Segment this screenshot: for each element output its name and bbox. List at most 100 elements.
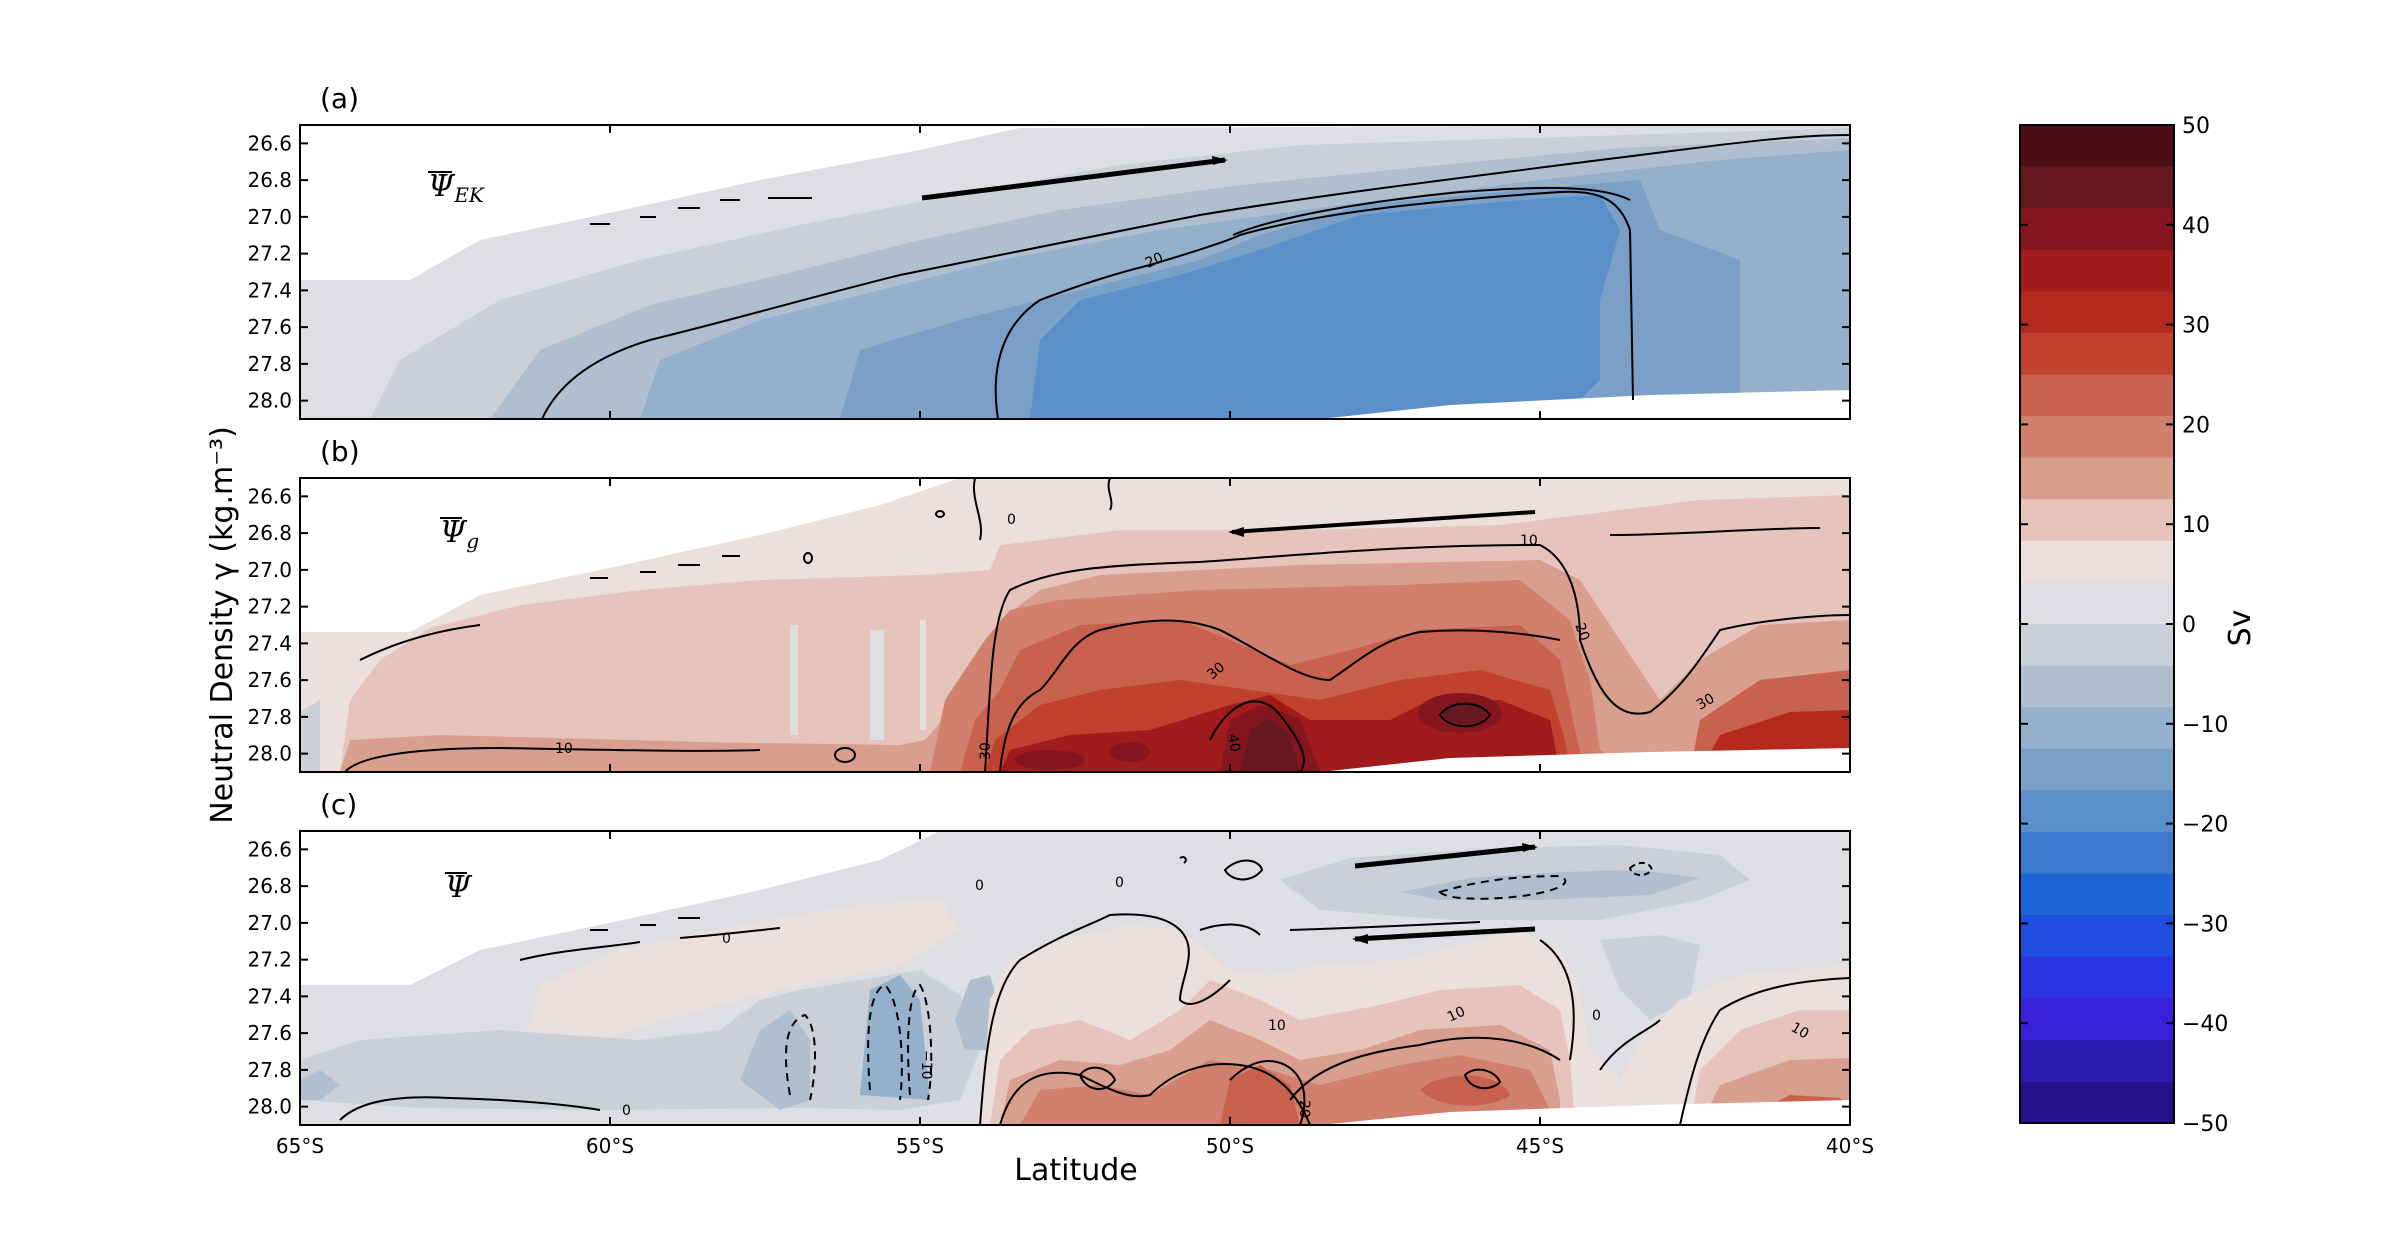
- y-tick-label: 26.6: [247, 484, 292, 508]
- y-tick-label: 28.0: [247, 389, 292, 413]
- y-tick-label: 27.2: [247, 948, 292, 972]
- panel-b-frame: [299, 477, 1851, 773]
- colorbar-band: [2020, 166, 2174, 209]
- panel-c-symbol: Ψ: [445, 870, 473, 905]
- panel-b-contour-label: 20: [1571, 621, 1592, 643]
- panel-a-frame: [299, 124, 1851, 420]
- panel-b-contour-label: 0: [1007, 512, 1016, 528]
- panel-b-contour-label: 10: [555, 741, 573, 757]
- panel-b-contour-label: 10: [1520, 533, 1538, 549]
- panel-c-contour-label: 0: [622, 1103, 631, 1119]
- panel-c-arrow: [1354, 926, 1536, 942]
- colorbar-tick-label: 20: [2182, 413, 2210, 438]
- panel-a-field: 20: [300, 125, 1850, 419]
- colorbar-tick-label: −20: [2182, 813, 2228, 838]
- colorbar-tick-label: −30: [2182, 912, 2228, 937]
- panel-c-contour-label: 0: [1592, 1008, 1601, 1024]
- x-tick-label: 50°S: [1206, 1134, 1254, 1158]
- panel-c-field: 0 0 0 0 0 −10 10 10 10 20: [300, 831, 1850, 1125]
- panel-c-contour-label: 0: [722, 931, 731, 947]
- y-tick-label: 27.0: [247, 911, 292, 935]
- colorbar-band: [2020, 540, 2174, 584]
- y-tick-label: 27.4: [247, 984, 292, 1008]
- y-tick-label: 27.8: [247, 705, 292, 729]
- x-tick-label: 60°S: [586, 1134, 634, 1158]
- colorbar-band: [2020, 499, 2174, 542]
- y-tick-label: 27.2: [247, 595, 292, 619]
- colorbar-band: [2020, 748, 2174, 791]
- colorbar-band: [2020, 956, 2174, 999]
- panel-c-contour-label: 0: [1115, 875, 1124, 891]
- y-tick-label: 27.8: [247, 1058, 292, 1082]
- colorbar-band: [2020, 374, 2174, 417]
- panel-c-frame: [299, 830, 1851, 1126]
- colorbar-tick-label: 0: [2182, 613, 2196, 638]
- panel-b: (b): [247, 435, 1851, 773]
- y-tick-label: 26.8: [247, 874, 292, 898]
- colorbar-tick-label: 30: [2182, 314, 2210, 339]
- panel-c-contour-label: 20: [1296, 1100, 1312, 1118]
- colorbar-band: [2020, 665, 2174, 708]
- x-tick-label: 65°S: [276, 1134, 324, 1158]
- colorbar-band: [2020, 1081, 2174, 1124]
- colorbar-band: [2020, 1039, 2174, 1083]
- colorbar-band: [2020, 125, 2174, 168]
- y-tick-label: 26.8: [247, 168, 292, 192]
- colorbar-band: [2020, 249, 2174, 292]
- colorbar-band: [2020, 707, 2174, 750]
- colorbar-tick-label: 40: [2182, 214, 2210, 239]
- panel-b-contour-label: 30: [978, 742, 994, 760]
- panel-c-arrow: [1354, 844, 1536, 869]
- colorbar-band: [2020, 998, 2174, 1041]
- y-tick-label: 27.6: [247, 668, 292, 692]
- y-tick-label: 28.0: [247, 1095, 292, 1119]
- y-tick-label: 27.6: [247, 1021, 292, 1045]
- colorbar-tick-label: −10: [2182, 713, 2228, 738]
- x-tick-label: 45°S: [1516, 1134, 1564, 1158]
- panel-b-symbol: Ψg: [440, 515, 479, 553]
- y-tick-label: 26.8: [247, 521, 292, 545]
- panel-c: (c): [247, 788, 1874, 1158]
- panel-c-contour-label: 0: [975, 878, 984, 894]
- y-tick-label: 27.0: [247, 205, 292, 229]
- y-tick-label: 27.6: [247, 315, 292, 339]
- colorbar-band: [2020, 332, 2174, 376]
- colorbar-band: [2020, 915, 2174, 958]
- y-tick-label: 27.4: [247, 278, 292, 302]
- panel-c-contour-label: 10: [1268, 1018, 1286, 1034]
- colorbar-band: [2020, 457, 2174, 500]
- colorbar-band: [2020, 582, 2174, 625]
- panel-b-label: (b): [320, 435, 360, 468]
- y-axis-title: Neutral Density γ (kg.m⁻³): [205, 426, 240, 824]
- x-tick-label: 55°S: [896, 1134, 944, 1158]
- y-tick-label: 27.0: [247, 558, 292, 582]
- colorbar-tick-label: −50: [2182, 1112, 2228, 1137]
- colorbar-band: [2020, 291, 2174, 334]
- x-axis-title: Latitude: [1014, 1153, 1137, 1188]
- y-tick-label: 26.6: [247, 837, 292, 861]
- panel-b-field: 0 10 20 30 30 30 40 10: [300, 478, 1850, 772]
- colorbar-band: [2020, 624, 2174, 667]
- panel-b-arrow: [1231, 510, 1536, 534]
- y-tick-label: 27.4: [247, 631, 292, 655]
- colorbar-tick-label: 50: [2182, 114, 2210, 139]
- y-tick-label: 28.0: [247, 742, 292, 766]
- panel-b-contour-label: 30: [1694, 691, 1717, 714]
- panel-a-label: (a): [320, 82, 359, 115]
- x-tick-label: 40°S: [1826, 1134, 1874, 1158]
- colorbar-band: [2020, 208, 2174, 251]
- y-tick-label: 26.6: [247, 131, 292, 155]
- y-tick-label: 27.8: [247, 352, 292, 376]
- y-tick-label: 27.2: [247, 242, 292, 266]
- panel-c-contour-label: 10: [1445, 1004, 1468, 1026]
- panel-b-contour-label: 40: [1224, 733, 1243, 753]
- panel-a-arrow: [921, 157, 1226, 201]
- panel-a-symbol: ΨEK: [428, 169, 485, 207]
- colorbar-band: [2020, 831, 2174, 875]
- panel-a-contour-label: 20: [1143, 250, 1166, 272]
- colorbar-tick-label: 10: [2182, 513, 2210, 538]
- panel-a: (a) 20 ΨEK 26.626.827.027.227.427.627.82: [247, 82, 1851, 420]
- colorbar-label: Sv: [2223, 610, 2258, 647]
- colorbar-band: [2020, 416, 2174, 459]
